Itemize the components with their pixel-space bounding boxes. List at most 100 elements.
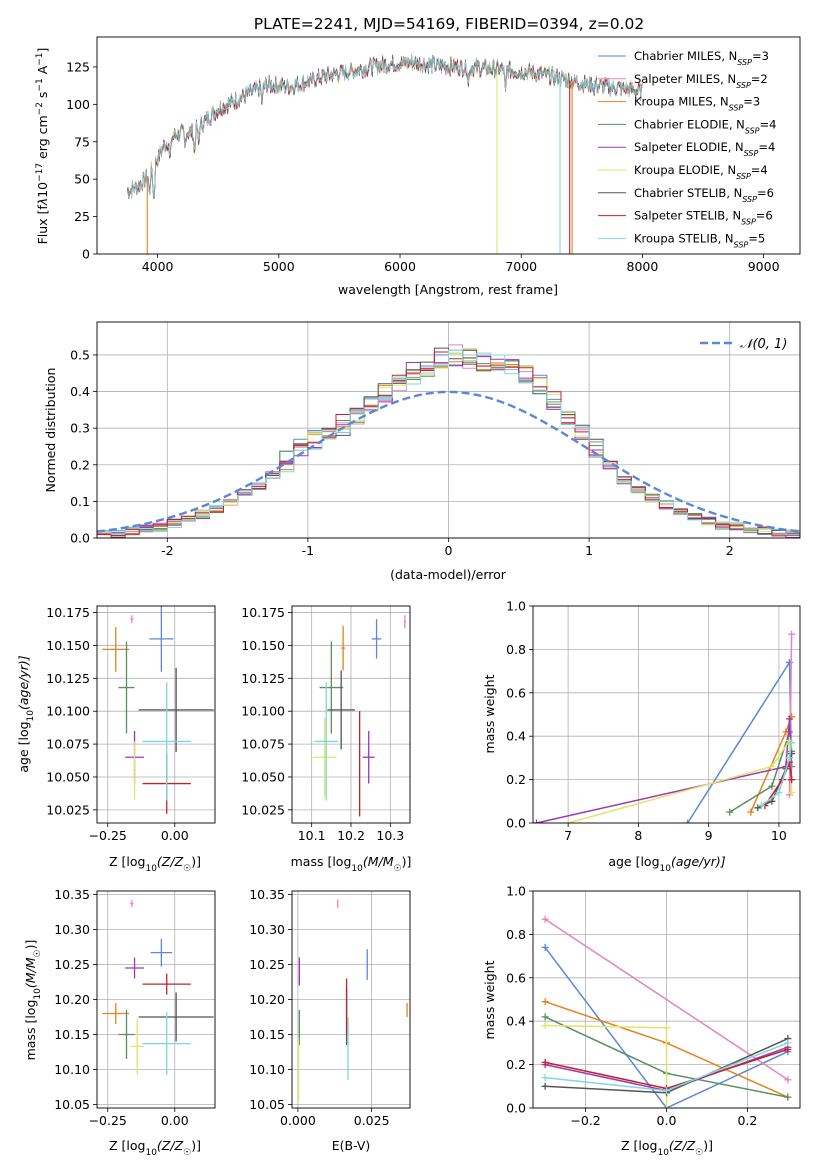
x-tick-label: -1 [302,543,314,558]
weight-marker-kroupa-elodie [663,1104,670,1108]
x-axis-label-part: 10 [660,864,672,874]
y-axis-label-part: A [35,65,50,78]
y-tick-label: 125 [66,59,90,74]
plot-age_vs_mass: 10.1 10.2 10.3 10.025 10.050 10.075 10.100 10.1… [241,605,411,874]
plot-area [541,915,792,1108]
y-axis-label-part: s [35,92,50,103]
x-tick-label: 0.00 [161,828,189,843]
y-tick-label: 10.05 [54,1097,90,1112]
legend-sub: SSP [742,194,757,203]
y-axis-label-part: ] [35,48,50,53]
weight-marker-chabrier-stelib [768,797,776,805]
legend-label-salpeter-stelib: Salpeter STELIB, NSSP=6 [634,209,773,227]
weight-marker-kroupa-elodie [788,789,796,797]
legend-text: Salpeter ELODIE, N [634,140,744,154]
legend-sub: SSP [741,217,756,226]
y-tick-label: 25 [74,209,90,224]
x-tick-label: 8 [634,828,642,843]
y-axis-label-part: λ [35,198,50,206]
y-tick-label: 0.0 [70,531,90,546]
x-axis-label: (data-model)/error [390,567,507,582]
x-axis-label: age [log10(age/yr)] [608,854,725,874]
weight-marker-salpeter-stelib [541,1058,549,1066]
y-axis-label-part: erg cm [35,115,50,163]
weight-marker-chabrier-elodie [784,1093,792,1101]
x-tick-label: 9 [705,828,713,843]
y-axis-label-part: ☉ [33,949,43,957]
y-tick-label: 10.050 [241,769,285,784]
legend-text: Kroupa STELIB, N [634,231,734,245]
y-tick-label: 100 [66,97,90,112]
y-tick-label: 0.3 [70,421,90,436]
axes-frame [291,605,411,824]
legend-nssp: =2 [751,72,768,86]
legend-sub: SSP [737,58,752,67]
x-tick-label: 0.0 [657,1113,677,1128]
legend-nssp: =6 [757,186,774,200]
y-tick-label: 10.10 [54,1062,90,1077]
y-tick-label: 10.075 [46,737,90,752]
x-axis-label: Z [log10(Z/Z☉)] [109,854,201,874]
legend-label-chabrier-miles: Chabrier MILES, NSSP=3 [634,49,769,67]
x-axis-label-part: Z [log [109,854,145,869]
x-axis-label-part: ☉ [695,1148,703,1158]
y-tick-label: 0 [82,247,90,262]
figure-title: PLATE=2241, MJD=54169, FIBERID=0394, z=0… [254,15,644,33]
x-tick-label: 0.025 [354,1113,390,1128]
plot-area [102,900,214,1076]
weight-marker-salpeter-stelib [784,1045,792,1053]
y-tick-label: 10.25 [54,957,90,972]
legend-label-chabrier-stelib: Chabrier STELIB, NSSP=6 [634,186,774,204]
x-axis-label-part: Z [log [109,1138,145,1153]
y-axis-label-part: −1 [35,52,45,65]
y-axis-label-part: (M/M [23,957,38,988]
x-tick-label: 0.000 [280,1113,316,1128]
weight-line-kroupa-stelib [760,742,793,807]
y-tick-label: 0.4 [70,384,90,399]
legend-text: Salpeter MILES, N [634,72,736,86]
axes-frame [291,890,411,1109]
axes-frame [96,321,801,539]
x-tick-label: 7000 [505,259,537,274]
legend-sub: SSP [734,240,749,249]
y-axis-label: age [log10(age/yr)] [16,655,36,772]
y-axis-label-part: age [log [16,721,31,772]
y-tick-label: 10.075 [241,737,285,752]
x-axis-label-part: mass [log [291,854,352,869]
y-axis-label-part: −2 [35,102,45,115]
x-axis-label: Z [log10(Z/Z☉)] [109,1138,201,1158]
x-tick-label: 6000 [384,259,416,274]
legend-sub: SSP [745,126,760,135]
x-tick-label: 10 [771,828,787,843]
weight-marker-chabrier-elodie [726,808,734,816]
y-tick-label: 0.6 [506,685,526,700]
weight-marker-salpeter-miles [784,1076,792,1084]
x-axis-label-part: 10 [145,864,157,874]
x-axis-label: wavelength [Angstrom, rest frame] [338,282,558,297]
plot-area [297,899,408,1101]
x-axis-label-part: (Z/Z [157,1138,184,1153]
y-tick-label: 10.20 [54,992,90,1007]
histogram-step-kroupa-stelib [97,349,800,538]
weight-marker-chabrier-stelib [788,750,796,758]
x-tick-label: 10.3 [376,828,404,843]
x-tick-label: 7 [564,828,572,843]
x-tick-label: 4000 [142,259,174,274]
legend-sub: SSP [736,172,751,181]
legend-nssp: =4 [751,163,768,177]
y-tick-label: 10.100 [46,704,90,719]
weight-marker-kroupa-elodie [663,1024,670,1032]
y-tick-label: 10.25 [249,957,285,972]
legend-label-salpeter-elodie: Salpeter ELODIE, NSSP=4 [634,140,775,158]
legend-sub: SSP [744,149,759,158]
weight-marker-chabrier-stelib [541,1082,549,1090]
y-tick-label: 1.0 [506,599,526,614]
weight-marker-salpeter-miles [541,915,549,923]
legend-nssp: =4 [760,117,777,131]
x-tick-label: 5000 [263,259,295,274]
weight-marker-salpeter-elodie [533,819,541,823]
weight-marker-kroupa-elodie [768,763,776,771]
weight-marker-kroupa-miles [747,808,755,816]
y-tick-label: 10.30 [249,922,285,937]
